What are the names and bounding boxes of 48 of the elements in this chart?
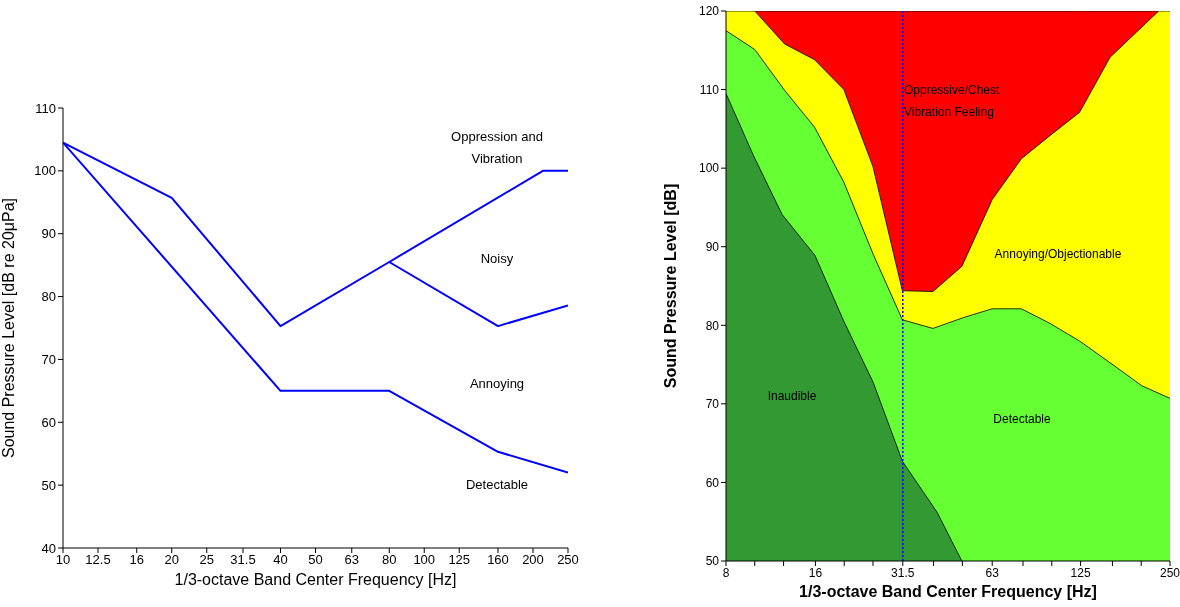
y-tick-label: 70 — [41, 352, 56, 368]
series-label: Oppressive/Chest Vibration Feeling — [904, 82, 1001, 121]
x-tick-label: 250 — [1159, 565, 1180, 580]
y-tick-label: 80 — [705, 318, 720, 333]
y-tick-label: 100 — [34, 163, 56, 179]
y-tick-label: 50 — [41, 477, 56, 493]
annotation: Annoying — [468, 375, 526, 393]
x-tick-label: 8 — [722, 565, 730, 580]
x-tick-label: 50 — [308, 552, 323, 568]
x-tick-label: 250 — [557, 552, 579, 568]
y-tick-label: 80 — [41, 289, 56, 305]
x-tick-label: 125 — [1070, 565, 1091, 580]
y-tick-label: 60 — [705, 475, 720, 490]
x-axis-title: 1/3-octave Band Center Frequency [Hz] — [799, 583, 1097, 600]
series-label: Detectable — [992, 411, 1052, 428]
series-label: Inaudible — [767, 389, 817, 403]
x-tick-label: 20 — [164, 552, 179, 568]
x-tick-label: 25 — [199, 552, 214, 568]
x-tick-label: 200 — [522, 552, 544, 568]
y-tick-label: 60 — [41, 414, 56, 430]
x-tick-label: 125 — [448, 552, 471, 568]
x-axis-title: 1/3-octave Band Center Frequency [Hz] — [174, 571, 457, 588]
x-tick-label: 80 — [382, 552, 397, 568]
y-tick-label: 120 — [698, 4, 720, 19]
x-tick-label: 63 — [344, 552, 359, 568]
y-axis-title: Sound Pressure Level [dB re 20μPa] — [0, 197, 17, 459]
x-tick-label: 40 — [273, 552, 288, 568]
x-tick-label: 31.5 — [230, 552, 256, 568]
x-tick-label: 10 — [55, 552, 71, 568]
x-tick-label: 63 — [985, 565, 1000, 580]
y-tick-label: 110 — [699, 82, 720, 97]
series-label: Annoying/Objectionable — [993, 246, 1123, 263]
x-tick-label: 16 — [808, 565, 823, 580]
x-tick-label: 100 — [413, 552, 436, 568]
y-tick-label: 100 — [698, 161, 720, 176]
annotation: Detectable — [464, 476, 530, 494]
x-tick-label: 31.5 — [891, 565, 915, 580]
x-tick-label: 160 — [487, 552, 509, 568]
y-tick-label: 70 — [705, 397, 720, 412]
annotation: Oppression and Vibration — [450, 128, 544, 168]
x-tick-label: 12.5 — [85, 552, 111, 568]
y-tick-label: 40 — [41, 540, 56, 556]
y-tick-label: 110 — [35, 100, 56, 116]
y-tick-label: 90 — [705, 239, 720, 254]
annotation: Noisy — [479, 250, 515, 268]
y-tick-label: 90 — [41, 226, 56, 242]
x-tick-label: 16 — [129, 552, 144, 568]
y-axis-title: Sound Pressure Level [dB] — [661, 183, 679, 389]
